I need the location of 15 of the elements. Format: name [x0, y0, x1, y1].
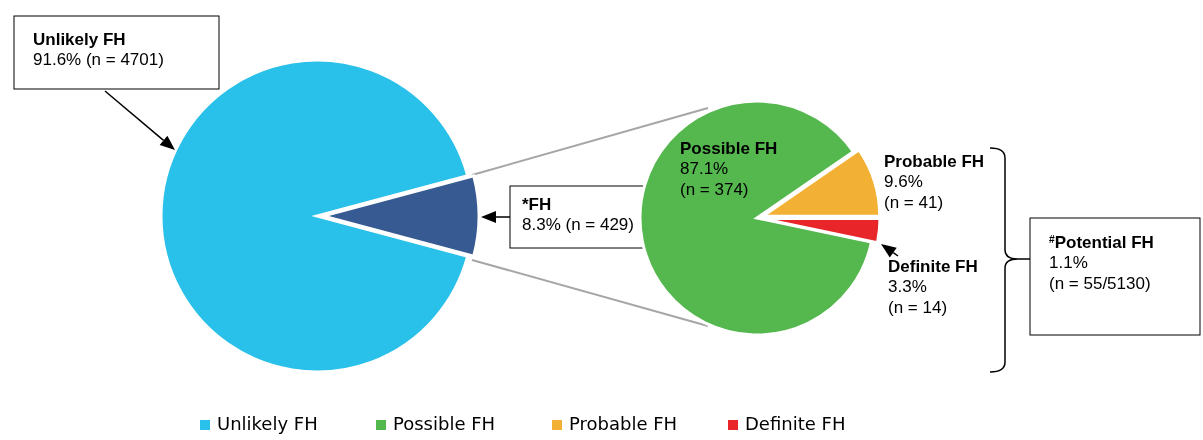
data-label: 91.6% (n = 4701): [33, 50, 164, 70]
slice-label: Probable FH: [884, 152, 985, 171]
data-label: 9.6% (n = 41): [884, 172, 944, 212]
legend-label: Unlikely FH: [217, 413, 318, 434]
slice-label: *FH: [522, 195, 552, 214]
slice-label: Possible FH: [680, 139, 778, 158]
legend-label: Possible FH: [393, 413, 496, 434]
data-label: 87.1% (n = 374): [680, 159, 749, 199]
slice-label: Unlikely FH: [33, 30, 126, 49]
slice-label: Definite FH: [888, 257, 978, 276]
legend-label: Probable FH: [569, 413, 678, 434]
legend-label: Definite FH: [745, 413, 846, 434]
data-label: 3.3% (n = 14): [888, 277, 948, 317]
data-label: 8.3% (n = 429): [522, 215, 634, 235]
text: $^{#}$Potential FH 1.1% (n = 55/5130): [1049, 233, 1154, 293]
